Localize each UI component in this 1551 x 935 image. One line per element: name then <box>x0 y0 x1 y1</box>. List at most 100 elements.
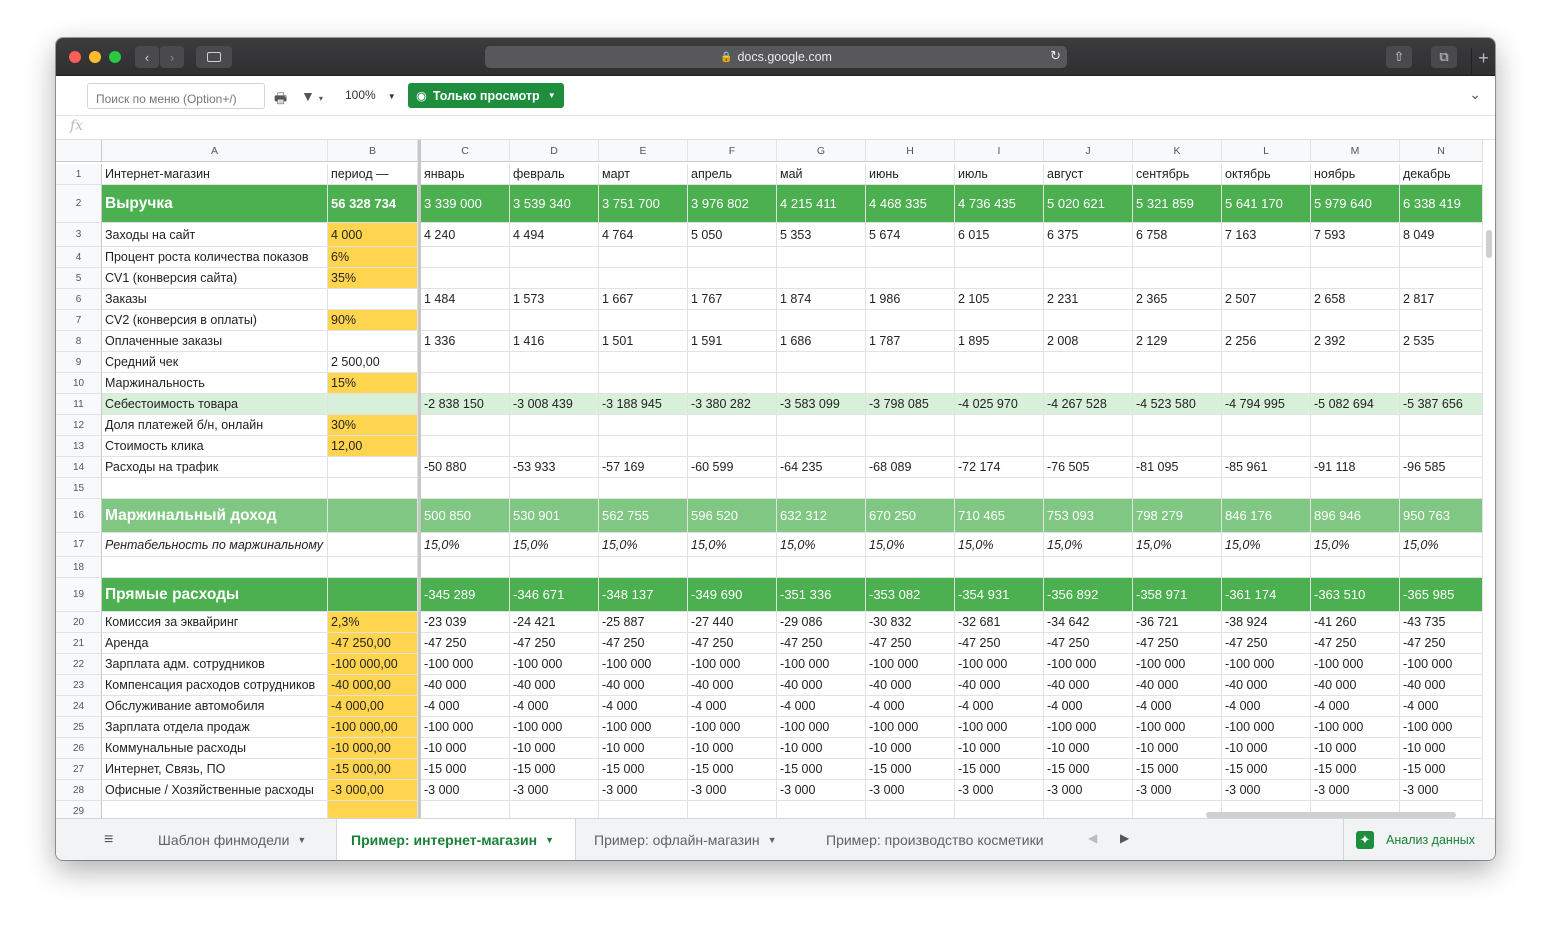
value-cell[interactable]: 2 507 <box>1222 289 1311 310</box>
row-label-cell[interactable]: Зарплата отдела продаж <box>102 717 328 738</box>
scroll-tabs-right-icon[interactable]: ▶ <box>1120 831 1130 845</box>
row-number[interactable]: 23 <box>56 675 102 696</box>
value-cell[interactable]: -3 188 945 <box>599 394 688 415</box>
row-label-cell[interactable]: Рентабельность по маржинальному доходу, … <box>102 533 328 557</box>
value-cell[interactable]: -15 000 <box>599 759 688 780</box>
parameter-cell[interactable] <box>328 289 418 310</box>
value-cell[interactable]: 15,0% <box>1400 533 1483 557</box>
parameter-cell[interactable]: -3 000,00 <box>328 780 418 801</box>
sheet-tab[interactable]: Пример: производство косметики <box>812 819 1074 860</box>
value-cell[interactable]: -29 086 <box>777 612 866 633</box>
value-cell[interactable] <box>866 373 955 394</box>
row-label-cell[interactable]: CV1 (конверсия сайта) <box>102 268 328 289</box>
value-cell[interactable]: 7 163 <box>1222 223 1311 247</box>
parameter-cell[interactable]: -100 000,00 <box>328 654 418 675</box>
value-cell[interactable]: 15,0% <box>955 533 1044 557</box>
value-cell[interactable]: -358 971 <box>1133 578 1222 612</box>
row-label-cell[interactable] <box>102 478 328 499</box>
value-cell[interactable]: 798 279 <box>1133 499 1222 533</box>
value-cell[interactable]: 1 895 <box>955 331 1044 352</box>
value-cell[interactable]: -43 735 <box>1400 612 1483 633</box>
value-cell[interactable]: -50 880 <box>421 457 510 478</box>
parameter-cell[interactable] <box>328 557 418 578</box>
value-cell[interactable]: -100 000 <box>1311 654 1400 675</box>
value-cell[interactable]: 5 641 170 <box>1222 185 1311 223</box>
value-cell[interactable]: июль <box>955 164 1044 185</box>
value-cell[interactable]: -4 025 970 <box>955 394 1044 415</box>
value-cell[interactable]: 15,0% <box>777 533 866 557</box>
value-cell[interactable]: -4 000 <box>1222 696 1311 717</box>
parameter-cell[interactable]: 2,3% <box>328 612 418 633</box>
value-cell[interactable] <box>1311 436 1400 457</box>
value-cell[interactable]: -10 000 <box>866 738 955 759</box>
row-label-cell[interactable]: Маржинальный доход <box>102 499 328 533</box>
value-cell[interactable]: -3 000 <box>866 780 955 801</box>
value-cell[interactable] <box>1222 801 1311 818</box>
minimize-window-button[interactable] <box>89 51 101 63</box>
value-cell[interactable]: февраль <box>510 164 599 185</box>
parameter-cell[interactable] <box>328 331 418 352</box>
value-cell[interactable] <box>1044 373 1133 394</box>
value-cell[interactable]: -3 000 <box>1222 780 1311 801</box>
value-cell[interactable]: 1 573 <box>510 289 599 310</box>
value-cell[interactable] <box>510 247 599 268</box>
parameter-cell[interactable]: 12,00 <box>328 436 418 457</box>
value-cell[interactable] <box>1133 557 1222 578</box>
value-cell[interactable]: -81 095 <box>1133 457 1222 478</box>
value-cell[interactable]: -10 000 <box>955 738 1044 759</box>
column-header[interactable]: K <box>1133 140 1222 162</box>
value-cell[interactable] <box>1044 352 1133 373</box>
value-cell[interactable]: 15,0% <box>1044 533 1133 557</box>
value-cell[interactable]: -15 000 <box>1400 759 1483 780</box>
value-cell[interactable]: -100 000 <box>688 717 777 738</box>
value-cell[interactable]: -100 000 <box>688 654 777 675</box>
row-number[interactable]: 8 <box>56 331 102 352</box>
value-cell[interactable]: -40 000 <box>421 675 510 696</box>
value-cell[interactable]: январь <box>421 164 510 185</box>
value-cell[interactable]: -100 000 <box>955 654 1044 675</box>
parameter-cell[interactable] <box>328 499 418 533</box>
row-label-cell[interactable]: Маржинальность <box>102 373 328 394</box>
value-cell[interactable]: апрель <box>688 164 777 185</box>
explore-button[interactable]: ✦ Анализ данных <box>1343 819 1495 860</box>
value-cell[interactable] <box>510 557 599 578</box>
value-cell[interactable]: -47 250 <box>599 633 688 654</box>
value-cell[interactable] <box>777 801 866 818</box>
value-cell[interactable] <box>777 268 866 289</box>
row-label-cell[interactable]: Офисные / Хозяйственные расходы <box>102 780 328 801</box>
value-cell[interactable] <box>421 801 510 818</box>
value-cell[interactable] <box>510 310 599 331</box>
row-number[interactable]: 5 <box>56 268 102 289</box>
value-cell[interactable] <box>599 436 688 457</box>
value-cell[interactable]: 670 250 <box>866 499 955 533</box>
value-cell[interactable]: -4 794 995 <box>1222 394 1311 415</box>
value-cell[interactable] <box>421 373 510 394</box>
value-cell[interactable] <box>510 373 599 394</box>
value-cell[interactable] <box>421 557 510 578</box>
value-cell[interactable]: -4 000 <box>1311 696 1400 717</box>
row-number[interactable]: 2 <box>56 185 102 223</box>
value-cell[interactable]: -47 250 <box>1133 633 1222 654</box>
parameter-cell[interactable]: 30% <box>328 415 418 436</box>
value-cell[interactable]: -5 387 656 <box>1400 394 1483 415</box>
value-cell[interactable]: 500 850 <box>421 499 510 533</box>
row-number[interactable]: 3 <box>56 223 102 247</box>
value-cell[interactable] <box>777 310 866 331</box>
value-cell[interactable]: -3 000 <box>1400 780 1483 801</box>
value-cell[interactable] <box>777 478 866 499</box>
column-header[interactable]: A <box>102 140 328 162</box>
row-label-cell[interactable]: Себестоимость товара <box>102 394 328 415</box>
value-cell[interactable]: -100 000 <box>1222 654 1311 675</box>
value-cell[interactable] <box>955 478 1044 499</box>
value-cell[interactable]: -356 892 <box>1044 578 1133 612</box>
value-cell[interactable]: 1 686 <box>777 331 866 352</box>
value-cell[interactable] <box>955 801 1044 818</box>
value-cell[interactable] <box>866 801 955 818</box>
row-label-cell[interactable]: Заказы <box>102 289 328 310</box>
row-number[interactable]: 26 <box>56 738 102 759</box>
parameter-cell[interactable]: 90% <box>328 310 418 331</box>
value-cell[interactable] <box>866 557 955 578</box>
value-cell[interactable]: -40 000 <box>955 675 1044 696</box>
value-cell[interactable] <box>1400 310 1483 331</box>
value-cell[interactable] <box>1133 801 1222 818</box>
